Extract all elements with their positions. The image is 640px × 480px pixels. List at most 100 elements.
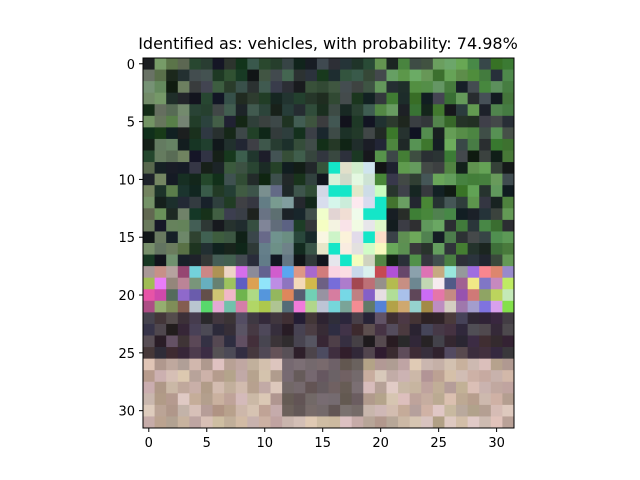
pixel-cell — [432, 115, 445, 128]
pixel-cell — [316, 173, 329, 186]
axes-frame — [142, 57, 515, 429]
pixel-cell — [212, 277, 225, 290]
pixel-cell — [224, 104, 237, 117]
pixel-cell — [177, 81, 190, 94]
pixel-cell — [143, 127, 155, 140]
pixel-cell — [456, 347, 469, 360]
pixel-cell — [467, 312, 480, 325]
pixel-cell — [235, 81, 248, 94]
pixel-cell — [386, 231, 399, 244]
pixel-cell — [247, 312, 260, 325]
pixel-cell — [444, 393, 457, 406]
pixel-cell — [189, 127, 202, 140]
pixel-cell — [224, 323, 237, 336]
pixel-cell — [432, 162, 445, 175]
pixel-cell — [328, 335, 341, 348]
pixel-cell — [456, 231, 469, 244]
pixel-cell — [154, 404, 167, 417]
pixel-cell — [421, 404, 434, 417]
pixel-cell — [328, 231, 341, 244]
pixel-cell — [305, 335, 318, 348]
pixel-cell — [282, 381, 295, 394]
pixel-cell — [328, 323, 341, 336]
pixel-cell — [409, 266, 422, 279]
pixel-cell — [235, 266, 248, 279]
pixel-cell — [340, 404, 353, 417]
pixel-cell — [305, 416, 318, 429]
pixel-cell — [444, 243, 457, 255]
pixel-cell — [409, 185, 422, 198]
pixel-cell — [235, 69, 248, 82]
pixel-cell — [456, 277, 469, 290]
pixel-cell — [398, 173, 411, 186]
pixel-cell — [398, 104, 411, 117]
pixel-cell — [235, 58, 248, 70]
pixel-cell — [363, 173, 376, 186]
pixel-cell — [502, 254, 515, 267]
pixel-cell — [293, 312, 306, 325]
pixel-cell — [432, 58, 445, 70]
pixel-cell — [270, 219, 283, 232]
pixel-cell — [143, 312, 155, 325]
pixel-cell — [270, 335, 283, 348]
pixel-cell — [154, 104, 167, 117]
pixel-cell — [189, 358, 202, 371]
pixel-cell — [305, 150, 318, 163]
pixel-cell — [154, 277, 167, 290]
pixel-cell — [305, 254, 318, 267]
pixel-cell — [200, 370, 213, 383]
pixel-cell — [421, 381, 434, 394]
pixel-cell — [502, 208, 515, 221]
pixel-cell — [479, 208, 492, 221]
pixel-cell — [224, 81, 237, 94]
pixel-cell — [340, 358, 353, 371]
pixel-cell — [432, 347, 445, 360]
pixel-cell — [316, 243, 329, 255]
pixel-cell — [340, 196, 353, 209]
pixel-cell — [200, 219, 213, 232]
pixel-cell — [235, 138, 248, 151]
pixel-cell — [270, 254, 283, 267]
pixel-cell — [409, 81, 422, 94]
pixel-cell — [502, 277, 515, 290]
pixel-cell — [479, 404, 492, 417]
pixel-cell — [398, 243, 411, 255]
pixel-cell — [421, 335, 434, 348]
pixel-cell — [143, 196, 155, 209]
pixel-cell — [316, 358, 329, 371]
pixel-cell — [212, 404, 225, 417]
pixel-cell — [351, 104, 364, 117]
pixel-cell — [316, 266, 329, 279]
pixel-cell — [305, 277, 318, 290]
pixel-cell — [479, 127, 492, 140]
pixel-cell — [386, 115, 399, 128]
y-axis: 0 5 10 15 20 25 30 — [118, 58, 143, 420]
pixel-cell — [154, 185, 167, 198]
pixel-cell — [282, 254, 295, 267]
pixel-cell — [351, 347, 364, 360]
pixel-cell — [224, 138, 237, 151]
pixel-cell — [200, 58, 213, 70]
pixel-cell — [363, 370, 376, 383]
pixel-cell — [166, 277, 179, 290]
pixel-cell — [340, 185, 353, 198]
pixel-cell — [247, 404, 260, 417]
pixel-cell — [340, 243, 353, 255]
pixel-cell — [467, 347, 480, 360]
pixel-cell — [224, 358, 237, 371]
pixel-cell — [328, 347, 341, 360]
pixel-cell — [363, 404, 376, 417]
pixel-cell — [305, 347, 318, 360]
pixel-cell — [374, 289, 387, 302]
pixel-cell — [143, 81, 155, 94]
pixel-cell — [305, 381, 318, 394]
pixel-cell — [189, 92, 202, 105]
pixel-cell — [398, 347, 411, 360]
pixel-cell — [432, 300, 445, 313]
pixel-cell — [467, 92, 480, 105]
pixel-cell — [398, 127, 411, 140]
pixel-cell — [363, 323, 376, 336]
pixel-cell — [154, 358, 167, 371]
pixel-cell — [502, 115, 515, 128]
pixel-cell — [351, 416, 364, 429]
